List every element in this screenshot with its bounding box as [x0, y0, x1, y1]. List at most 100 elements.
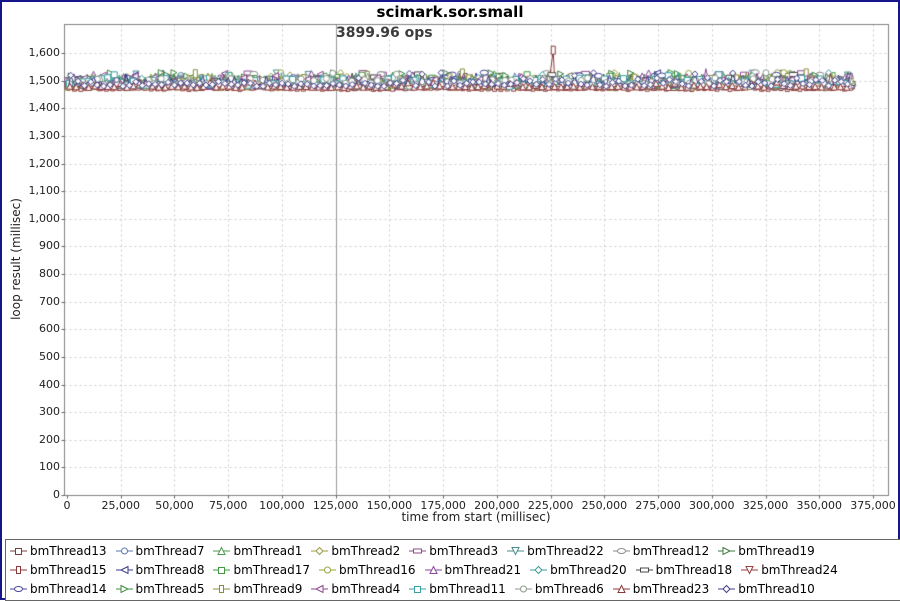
- legend-item-label: bmThread9: [233, 582, 303, 596]
- legend-marker-icon: [612, 584, 630, 593]
- legend-item: bmThread7: [115, 542, 205, 560]
- x-tick-label: 125,000: [312, 499, 359, 512]
- legend-item: bmThread2: [311, 542, 400, 560]
- legend-marker-icon: [311, 584, 329, 594]
- plot-region: 0 100 200 300 400 500 600 700 800 900 1,000 1,100 1,…: [2, 2, 898, 538]
- y-tick-label: 1,000: [28, 211, 61, 225]
- legend-item-label: bmThread3: [429, 544, 499, 558]
- y-tick-label: 600: [39, 322, 60, 336]
- legend-marker-icon: [530, 565, 548, 575]
- legend-item: bmThread16: [319, 561, 416, 579]
- legend-marker-icon: [409, 548, 427, 554]
- legend-item-label: bmThread12: [632, 544, 710, 558]
- x-tick-label: 350,000: [796, 499, 843, 512]
- legend-marker-icon: [409, 586, 427, 593]
- x-tick-label: 325,000: [742, 499, 789, 512]
- legend-item-label: bmThread24: [761, 563, 838, 577]
- legend-marker-icon: [115, 565, 133, 575]
- y-tick-label: 1,100: [28, 184, 61, 198]
- y-tick-label: 800: [39, 267, 60, 280]
- y-tick-label: 100: [39, 460, 60, 474]
- legend-marker-icon: [741, 566, 759, 575]
- legend-item: bmThread4: [311, 580, 400, 598]
- x-tick-label: 25,000: [101, 499, 140, 512]
- x-axis-title: time from start (millisec): [401, 510, 551, 524]
- legend-marker-icon: [612, 548, 630, 554]
- x-tick-label: 0: [63, 499, 71, 512]
- x-tick-label: 275,000: [635, 499, 681, 512]
- y-tick-label: 400: [39, 377, 60, 391]
- y-tick-label: 1,300: [28, 128, 61, 142]
- x-tick-label: 300,000: [689, 499, 735, 512]
- legend-item: bmThread11: [409, 580, 506, 598]
- legend-item: bmThread13: [10, 542, 107, 560]
- legend-marker-icon: [424, 565, 442, 574]
- y-tick-label: 1,200: [28, 156, 61, 170]
- legend-item-label: bmThread16: [339, 563, 416, 577]
- legend-item: bmThread12: [612, 542, 710, 560]
- legend-item: bmThread15: [10, 561, 107, 579]
- legend-item-label: bmThread6: [534, 582, 604, 596]
- legend-item: bmThread20: [530, 561, 627, 579]
- legend-item-label: bmThread15: [30, 563, 107, 577]
- legend-marker-icon: [10, 548, 27, 555]
- legend-marker-icon: [311, 546, 329, 556]
- x-tick-label: 175,000: [420, 499, 466, 512]
- legend-item: bmThread21: [424, 561, 521, 579]
- legend-item: bmThread10: [718, 580, 815, 598]
- legend: bmThread13 bmThread7 bmThread1 bmThread2 bmT…: [5, 539, 900, 601]
- legend-item-label: bmThread22: [527, 544, 604, 558]
- chart-plot-canvas[interactable]: [56, 16, 896, 502]
- x-tick-label: 75,000: [208, 499, 248, 512]
- legend-item: bmThread3: [409, 542, 498, 560]
- legend-item: bmThread23: [612, 580, 710, 598]
- y-tick-label: 500: [39, 349, 60, 363]
- legend-marker-icon: [213, 567, 231, 574]
- legend-item-label: bmThread4: [331, 582, 401, 596]
- y-tick-label: 1,500: [28, 73, 61, 87]
- legend-marker-icon: [507, 547, 525, 556]
- legend-item-label: bmThread7: [135, 544, 205, 558]
- legend-item: bmThread22: [507, 542, 604, 560]
- x-tick-label: 100,000: [259, 499, 305, 512]
- legend-item: bmThread8: [115, 561, 205, 579]
- legend-marker-icon: [635, 567, 653, 573]
- legend-item-label: bmThread23: [632, 582, 710, 596]
- legend-item-label: bmThread2: [331, 544, 401, 558]
- legend-marker-icon: [213, 546, 231, 555]
- x-tick-label: 375,000: [850, 499, 896, 512]
- legend-item-label: bmThread5: [135, 582, 205, 596]
- legend-item: bmThread1: [213, 542, 302, 560]
- x-tick-label: 225,000: [527, 499, 574, 512]
- legend-item: bmThread17: [213, 561, 310, 579]
- y-tick-label: 1,400: [28, 101, 61, 115]
- y-tick-label: 300: [39, 405, 60, 419]
- legend-marker-icon: [718, 584, 736, 594]
- legend-item: bmThread9: [213, 580, 302, 598]
- legend-marker-icon: [319, 566, 336, 574]
- x-tick-label: 200,000: [474, 499, 520, 512]
- legend-item-label: bmThread8: [135, 563, 205, 577]
- legend-item-label: bmThread14: [30, 582, 107, 596]
- y-tick-label: 1,600: [28, 46, 61, 59]
- y-tick-label: 200: [39, 432, 60, 446]
- legend-marker-icon: [213, 585, 231, 593]
- legend-marker-icon: [115, 584, 133, 594]
- legend-marker-icon: [718, 546, 736, 556]
- y-axis-title: loop result (millisec): [9, 198, 23, 320]
- legend-marker-icon: [115, 547, 133, 555]
- legend-item-label: bmThread20: [550, 563, 627, 577]
- legend-item-label: bmThread18: [655, 563, 733, 577]
- legend-item: bmThread5: [115, 580, 205, 598]
- x-tick-label: 50,000: [155, 499, 194, 512]
- legend-item-label: bmThread13: [30, 544, 107, 558]
- legend-item: bmThread18: [635, 561, 733, 579]
- y-tick-label: 0: [53, 488, 60, 501]
- legend-item-label: bmThread11: [429, 582, 506, 596]
- y-tick-label: 900: [39, 239, 60, 253]
- legend-marker-icon: [514, 585, 532, 593]
- legend-item: bmThread14: [10, 580, 107, 598]
- x-tick-label: 150,000: [366, 499, 413, 512]
- legend-item: bmThread6: [514, 580, 604, 598]
